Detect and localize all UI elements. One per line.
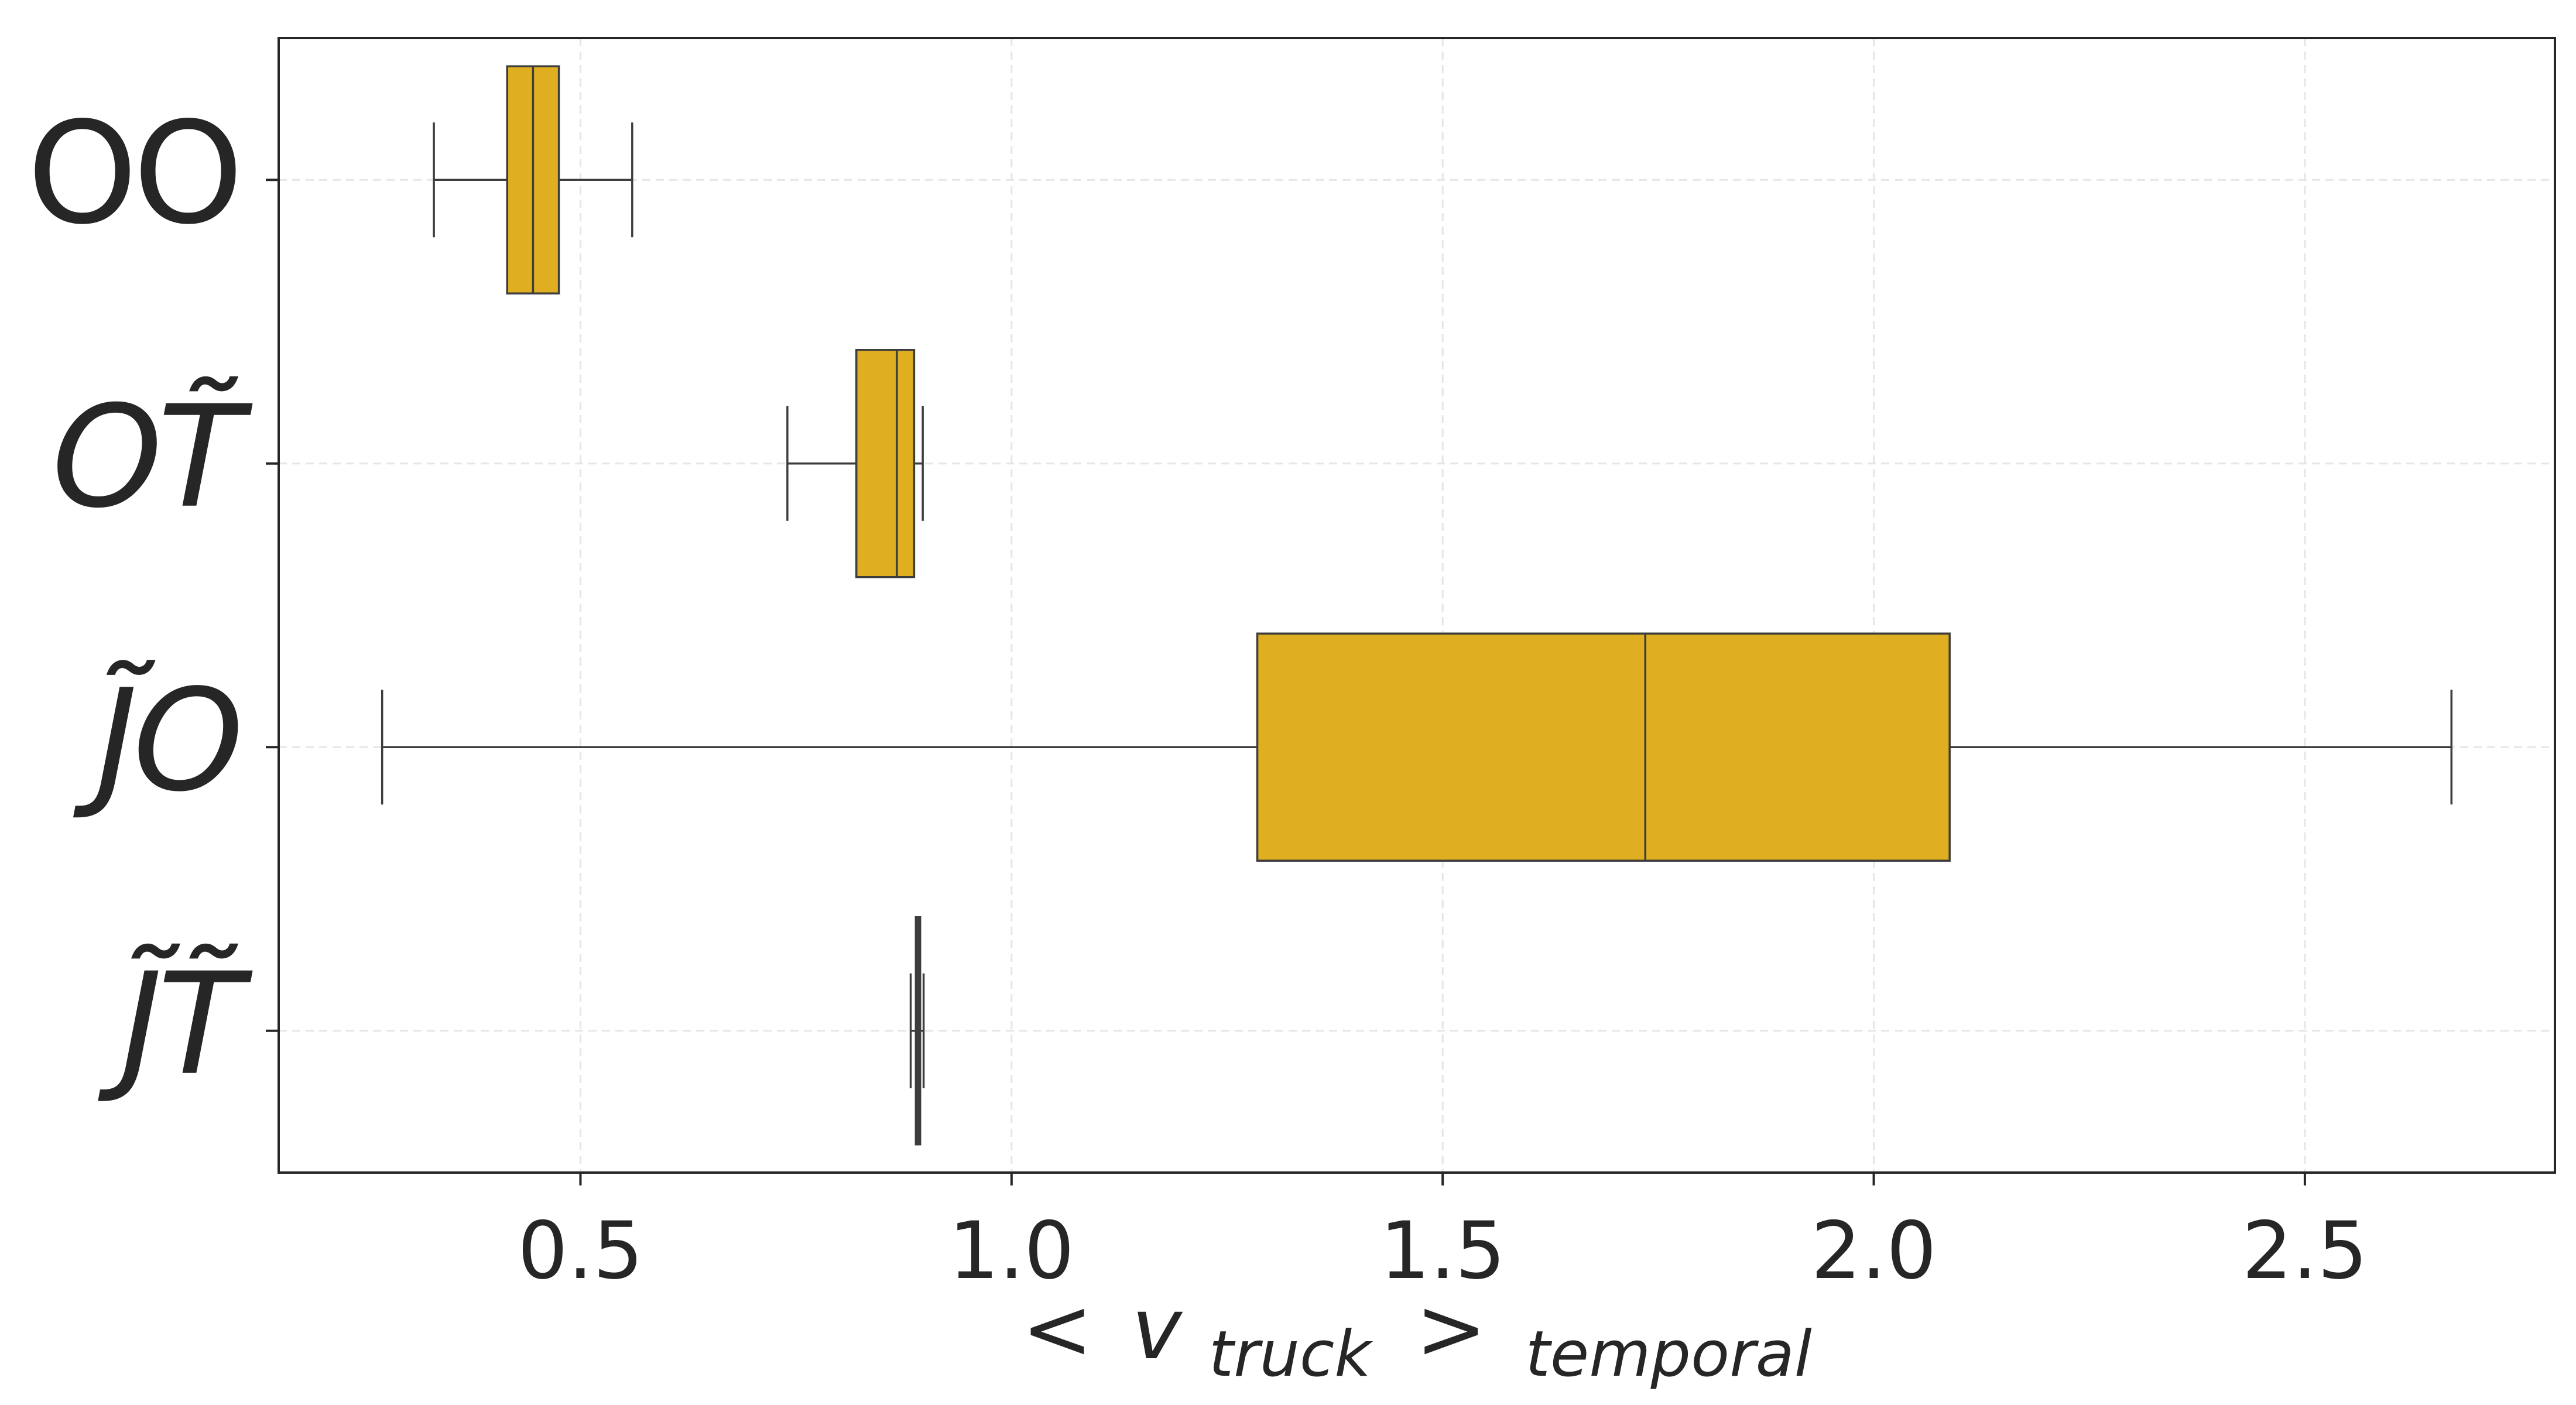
box-iqr — [1256, 632, 1951, 862]
y-tick-label-letter: T̃ — [157, 375, 253, 539]
y-tick-label: J̃O — [73, 659, 244, 823]
x-axis-title-outer-sub: temporal — [1526, 1318, 1812, 1391]
y-tick-label-letter: O — [52, 375, 162, 539]
x-tick-label: 2.0 — [1811, 1205, 1937, 1297]
x-axis-title: < v truck > temporal — [1022, 1280, 1812, 1396]
y-tick-label-letter: O — [27, 91, 138, 255]
y-tick-label-letter: O — [133, 659, 244, 823]
x-axis-ticks: 0.5 1.0 1.5 2.0 2.5 — [518, 1173, 2368, 1297]
y-tick-label-letter: O — [133, 91, 244, 255]
grid-lines — [279, 38, 2555, 1173]
box-iqr — [855, 349, 916, 578]
y-tick-label-letter: T̃ — [157, 943, 253, 1106]
x-tick-label: 2.5 — [2242, 1205, 2368, 1297]
y-tick-label: OT̃ — [52, 375, 253, 539]
box-series — [381, 65, 2453, 1146]
x-axis-title-gt: > — [1416, 1280, 1487, 1379]
x-axis-title-lt: < — [1022, 1280, 1093, 1379]
x-tick-label: 0.5 — [518, 1205, 643, 1297]
x-tick-label: 1.5 — [1380, 1205, 1506, 1297]
plot-frame — [278, 37, 2556, 1174]
y-tick-label: OO — [27, 91, 244, 255]
x-tick-label: 1.0 — [948, 1205, 1074, 1297]
y-tick-label: J̃T̃ — [98, 943, 254, 1106]
x-axis-title-sub: truck — [1209, 1318, 1374, 1391]
x-axis-title-var: v — [1132, 1280, 1183, 1379]
